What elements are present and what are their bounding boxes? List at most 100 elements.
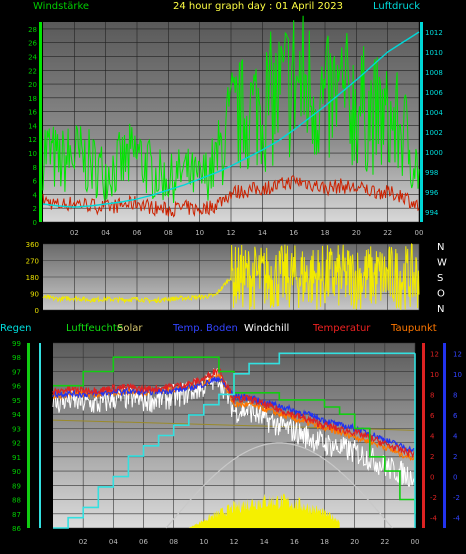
tick-direction: 360 [26, 241, 39, 249]
tick-humidity-left: 92 [12, 440, 21, 448]
tick-humidity-left: 86 [12, 525, 21, 533]
tick-temp-right: -4 [430, 515, 438, 523]
tick-pressure-right: 1000 [425, 149, 443, 157]
legend-temperature: Temperatur [312, 323, 371, 334]
tick-humidity-left: 94 [12, 411, 21, 419]
tick-x-temp: 00 [411, 538, 420, 546]
tick-pressure-right: 1002 [425, 129, 443, 137]
axis-labels: 0246810121416182022242628994996998100010… [12, 22, 462, 546]
tick-humidity-left: 88 [12, 497, 21, 505]
tick-pressure-right: 1010 [425, 49, 443, 57]
tick-wind-left: 10 [28, 150, 37, 158]
tick-wind-left: 2 [33, 205, 37, 213]
tick-x-wind: 00 [415, 229, 424, 237]
tick-x-temp: 06 [139, 538, 148, 546]
tick-x-temp: 22 [380, 538, 389, 546]
tick-humidity-left: 95 [12, 397, 21, 405]
axis-bar-temp [422, 343, 425, 528]
tick-x-temp: 20 [350, 538, 359, 546]
tick-ground-right: -2 [453, 494, 460, 502]
tick-temp-right: 12 [430, 350, 439, 358]
series-rain-line [53, 352, 415, 529]
tick-x-temp: 02 [79, 538, 88, 546]
tick-pressure-right: 1012 [425, 29, 443, 37]
axis-bar-humidity [27, 343, 30, 528]
tick-x-wind: 22 [383, 229, 392, 237]
tick-x-wind: 06 [133, 229, 142, 237]
series-ground-temp-line [52, 375, 416, 455]
tick-temp-right: 2 [430, 453, 434, 461]
legend-humidity: Luftfeuchte [66, 323, 123, 334]
tick-ground-right: -4 [453, 515, 461, 523]
tick-ground-right: 12 [453, 350, 462, 358]
tick-x-wind: 10 [195, 229, 204, 237]
tick-humidity-left: 91 [12, 454, 21, 462]
series-solar-area [188, 493, 340, 528]
tick-ground-right: 0 [453, 474, 457, 482]
tick-humidity-left: 90 [12, 468, 21, 476]
tick-wind-left: 20 [28, 81, 37, 89]
tick-x-wind: 14 [258, 229, 267, 237]
tick-ground-right: 10 [453, 371, 462, 379]
tick-pressure-right: 996 [425, 189, 439, 197]
tick-temp-right: 4 [430, 433, 435, 441]
tick-pressure-right: 998 [425, 169, 438, 177]
tick-ground-right: 2 [453, 453, 457, 461]
tick-pressure-right: 1006 [425, 89, 443, 97]
compass-letter: N [437, 242, 444, 253]
series-temperature-line [52, 366, 416, 459]
tick-humidity-left: 97 [12, 368, 21, 376]
axis-bar-pressure [420, 22, 423, 222]
compass-letter: N [437, 304, 444, 315]
tick-ground-right: 4 [453, 433, 458, 441]
legend-rain: Regen [0, 323, 32, 334]
tick-ground-right: 8 [453, 391, 457, 399]
series-windchill-line [52, 368, 416, 488]
tick-wind-left: 14 [28, 122, 37, 130]
series-daylight-curve [165, 442, 393, 529]
tick-direction: 0 [35, 307, 39, 315]
tick-wind-left: 24 [28, 53, 37, 61]
tick-x-wind: 08 [164, 229, 173, 237]
tick-wind-left: 22 [28, 67, 37, 75]
tick-wind-left: 18 [28, 95, 37, 103]
tick-temp-right: 8 [430, 391, 434, 399]
series-humidity-line [53, 356, 416, 514]
series-pressure-line [42, 31, 420, 208]
series-gust-line [42, 175, 420, 218]
tick-humidity-left: 99 [12, 340, 21, 348]
axis-bar-wind [39, 22, 42, 222]
tick-pressure-right: 994 [425, 209, 439, 217]
tick-x-wind: 20 [352, 229, 361, 237]
series-direction-line [42, 243, 420, 311]
tick-ground-right: 6 [453, 412, 458, 420]
tick-humidity-left: 87 [12, 511, 21, 519]
tick-x-wind: 04 [101, 229, 110, 237]
tick-x-temp: 16 [290, 538, 299, 546]
tick-x-temp: 04 [109, 538, 118, 546]
compass-letter: W [437, 258, 447, 269]
tick-temp-right: -2 [430, 494, 437, 502]
series-wind-line [42, 15, 420, 204]
tick-wind-left: 16 [28, 109, 37, 117]
tick-pressure-right: 1008 [425, 69, 443, 77]
tick-temp-right: 0 [430, 474, 434, 482]
tick-x-temp: 12 [230, 538, 239, 546]
tick-humidity-left: 96 [12, 383, 21, 391]
tick-wind-left: 4 [33, 191, 38, 199]
left-axis-title: Windstärke [33, 1, 89, 12]
data-series [42, 15, 420, 529]
compass-letter: O [437, 289, 445, 300]
tick-x-wind: 16 [289, 229, 298, 237]
tick-direction: 180 [26, 274, 39, 282]
tick-direction: 90 [30, 291, 39, 299]
compass-letter: S [437, 273, 443, 284]
tick-humidity-left: 93 [12, 425, 21, 433]
right-axis-title: Luftdruck [373, 1, 420, 12]
legend-solar: Solar [117, 323, 143, 334]
tick-humidity-left: 89 [12, 482, 21, 490]
axis-bar-rain [39, 343, 41, 528]
tick-wind-left: 8 [33, 164, 37, 172]
tick-x-temp: 10 [199, 538, 208, 546]
